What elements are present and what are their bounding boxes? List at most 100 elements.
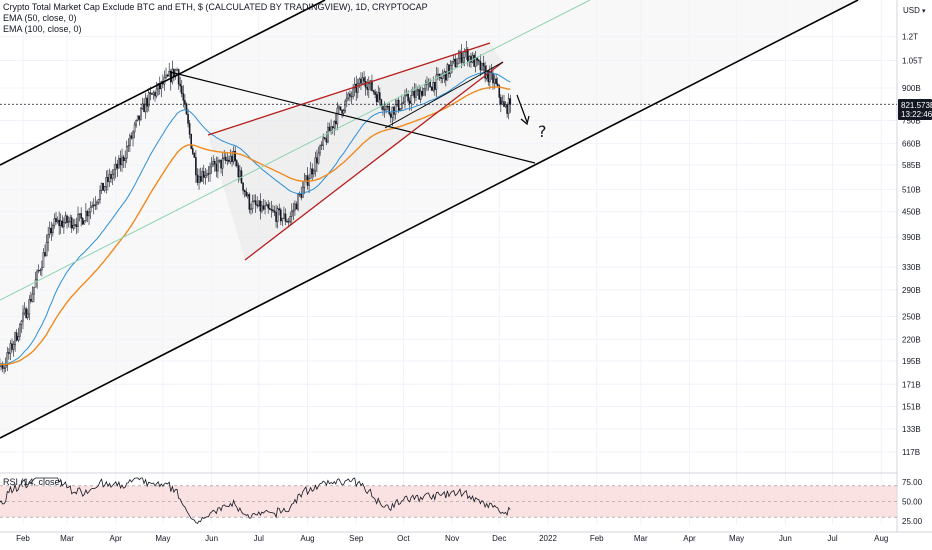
candle-body-109[interactable] — [143, 103, 145, 113]
candle-body-333[interactable] — [495, 78, 497, 85]
candle-body-76[interactable] — [91, 205, 93, 208]
candles[interactable] — [0, 40, 512, 375]
time-axis[interactable]: Feb Mar Apr May Jun Jul Aug Sep Oct Nov Dec 2022 Feb… — [16, 534, 888, 543]
candle-body-274[interactable] — [402, 101, 405, 104]
candle-body-328[interactable] — [487, 70, 490, 83]
candle-body-126[interactable] — [169, 70, 172, 83]
forecast-arrow-line[interactable] — [516, 94, 528, 123]
candle-body-33[interactable] — [23, 308, 26, 314]
candle-body-303[interactable] — [448, 64, 450, 74]
candle-body-134[interactable] — [182, 93, 185, 101]
candle-body-112[interactable] — [147, 92, 150, 107]
candle-body-251[interactable] — [366, 86, 369, 90]
candle-body-80[interactable] — [97, 199, 100, 203]
wedge-lower-line[interactable] — [244, 61, 504, 261]
wedge-support-line[interactable] — [384, 61, 504, 129]
candle-body-30[interactable] — [19, 324, 21, 337]
candle-body-218[interactable] — [314, 157, 317, 172]
candle-body-108[interactable] — [141, 103, 144, 109]
candle-body-86[interactable] — [107, 176, 109, 183]
candle-body-26[interactable] — [12, 344, 15, 350]
candle-body-187[interactable] — [265, 204, 268, 207]
ema50-line[interactable] — [0, 72, 511, 366]
candle-body-87[interactable] — [108, 174, 111, 183]
candle-body-94[interactable] — [119, 158, 122, 166]
candle-body-142[interactable] — [195, 157, 197, 176]
candle-body-336[interactable] — [500, 97, 502, 105]
candle-body-232[interactable] — [336, 107, 339, 125]
candle-body-217[interactable] — [312, 170, 315, 175]
candle-body-32[interactable] — [22, 312, 24, 322]
candle-body-207[interactable] — [297, 194, 299, 210]
candle-body-318[interactable] — [471, 55, 474, 63]
candle-body-154[interactable] — [213, 160, 216, 165]
ema100-line[interactable] — [0, 86, 511, 366]
candle-body-174[interactable] — [245, 191, 248, 197]
candle-body-255[interactable] — [372, 90, 375, 93]
candle-body-156[interactable] — [217, 160, 219, 172]
candle-body-332[interactable] — [493, 78, 496, 84]
candle-body-339[interactable] — [504, 104, 507, 107]
candle-body-216[interactable] — [311, 168, 314, 175]
candle-body-280[interactable] — [412, 91, 414, 96]
candle-body-59[interactable] — [64, 215, 67, 223]
candle-body-248[interactable] — [361, 77, 364, 84]
candle-body-114[interactable] — [151, 93, 153, 95]
candle-body-273[interactable] — [401, 102, 403, 109]
candle-body-238[interactable] — [346, 97, 348, 102]
candle-body-48[interactable] — [47, 234, 49, 243]
candle-body-161[interactable] — [224, 156, 227, 161]
candle-body-36[interactable] — [28, 299, 31, 315]
candle-body-110[interactable] — [144, 97, 147, 113]
candle-body-276[interactable] — [405, 93, 408, 96]
candle-body-58[interactable] — [63, 222, 65, 228]
drawings[interactable] — [0, 0, 859, 439]
candle-body-266[interactable] — [390, 113, 392, 118]
candle-body-131[interactable] — [177, 69, 180, 85]
candle-body-337[interactable] — [501, 101, 504, 105]
candle-body-254[interactable] — [371, 80, 373, 91]
candle-body-172[interactable] — [242, 182, 244, 191]
candle-body-284[interactable] — [418, 89, 420, 100]
candle-body-225[interactable] — [325, 138, 328, 143]
candle-body-49[interactable] — [48, 227, 51, 235]
candle-body-153[interactable] — [212, 160, 214, 165]
candle-body-269[interactable] — [394, 104, 397, 115]
candle-body-152[interactable] — [210, 163, 213, 168]
candle-body-179[interactable] — [253, 200, 255, 202]
candle-body-237[interactable] — [344, 100, 347, 112]
candle-body-42[interactable] — [37, 270, 40, 272]
candle-body-46[interactable] — [44, 252, 46, 257]
candle-body-214[interactable] — [308, 178, 310, 186]
candle-body-252[interactable] — [368, 83, 370, 90]
candle-body-195[interactable] — [278, 208, 281, 211]
candle-body-117[interactable] — [155, 88, 158, 97]
candle-body-264[interactable] — [386, 106, 389, 108]
candle-body-325[interactable] — [482, 62, 485, 67]
candle-body-56[interactable] — [59, 220, 62, 226]
candle-body-175[interactable] — [246, 194, 249, 197]
candle-body-320[interactable] — [474, 57, 477, 67]
candle-body-96[interactable] — [122, 156, 125, 161]
candle-body-184[interactable] — [261, 205, 263, 212]
candle-body-272[interactable] — [399, 108, 402, 111]
candle-body-144[interactable] — [198, 176, 200, 183]
candle-body-286[interactable] — [421, 90, 424, 96]
candle-body-201[interactable] — [287, 221, 290, 223]
candle-body-226[interactable] — [327, 126, 329, 143]
candle-body-305[interactable] — [451, 60, 453, 66]
candle-body-73[interactable] — [86, 211, 89, 217]
candle-body-247[interactable] — [360, 78, 362, 84]
candle-body-54[interactable] — [56, 219, 59, 223]
candle-body-176[interactable] — [248, 194, 251, 210]
candle-body-81[interactable] — [99, 190, 101, 200]
candle-body-53[interactable] — [55, 218, 57, 223]
candle-body-83[interactable] — [102, 182, 104, 191]
candle-body-322[interactable] — [478, 59, 480, 62]
candle-body-219[interactable] — [316, 157, 318, 164]
candle-body-342[interactable] — [509, 98, 512, 105]
candle-body-277[interactable] — [407, 93, 409, 102]
candle-body-165[interactable] — [231, 155, 233, 162]
candle-body-211[interactable] — [303, 180, 306, 188]
